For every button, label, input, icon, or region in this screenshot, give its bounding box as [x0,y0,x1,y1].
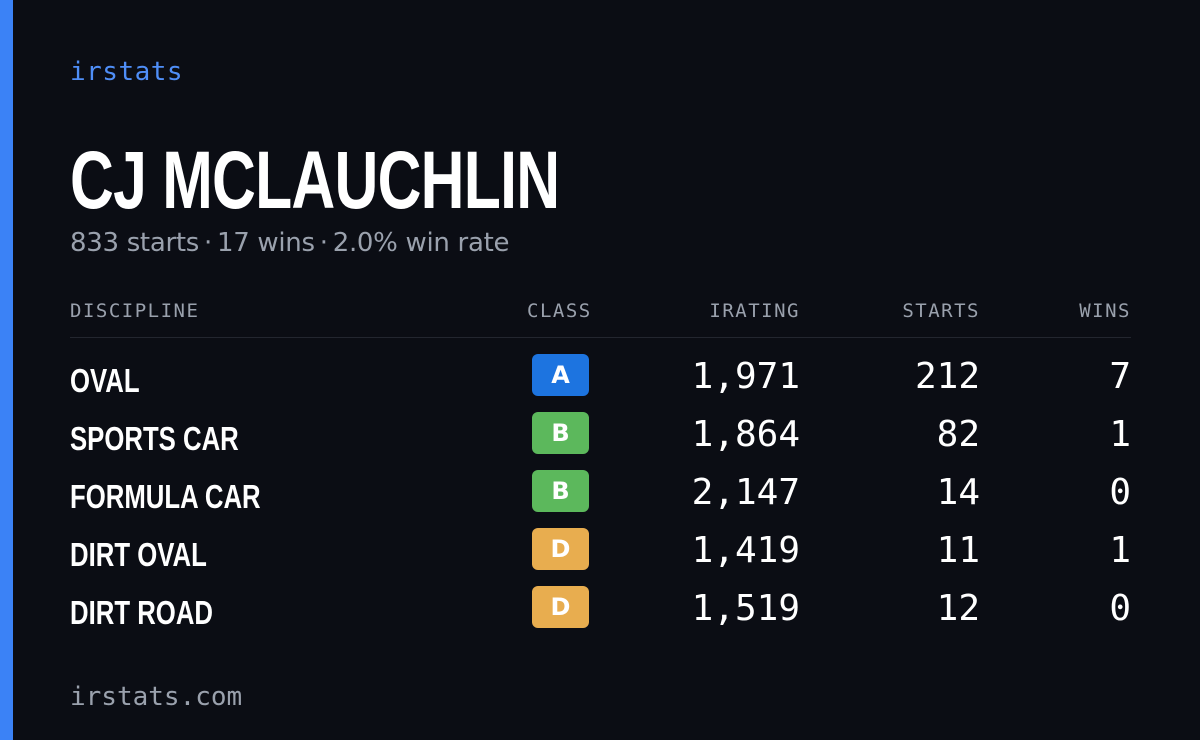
row-starts: 12 [936,588,980,629]
accent-bar [0,0,13,740]
summary-starts: 833 starts [70,228,199,258]
row-irating: 1,519 [691,588,800,629]
class-badge: D [532,528,589,570]
row-discipline: FORMULA CAR [70,478,261,515]
row-starts: 11 [936,530,980,571]
driver-summary: 833 starts · 17 wins · 2.0% win rate [70,228,509,258]
table-row: FORMULA CAR B 2,147 14 0 [70,470,1131,528]
row-discipline: SPORTS CAR [70,420,239,457]
row-discipline: OVAL [70,362,140,399]
table-row: SPORTS CAR B 1,864 82 1 [70,412,1131,470]
row-starts: 212 [914,356,980,397]
row-irating: 1,419 [691,530,800,571]
summary-separator: · [319,228,328,258]
row-starts: 82 [936,414,980,455]
summary-separator: · [204,228,212,258]
header-irating: IRATING [709,300,800,322]
row-irating: 1,864 [691,414,800,455]
driver-name: CJ MCLAUCHLIN [70,135,560,226]
table-row: DIRT OVAL D 1,419 11 1 [70,528,1131,586]
summary-win-rate: 2.0% win rate [332,228,510,258]
row-irating: 1,971 [691,356,800,397]
class-badge: B [532,412,589,454]
table-row: DIRT ROAD D 1,519 12 0 [70,586,1131,644]
class-badge: D [532,586,589,628]
header-discipline: DISCIPLINE [70,300,200,322]
row-discipline: DIRT OVAL [70,536,207,573]
row-wins: 1 [1109,530,1131,571]
row-wins: 0 [1109,472,1131,513]
row-wins: 7 [1109,356,1131,397]
row-starts: 14 [936,472,980,513]
summary-wins: 17 wins [216,228,315,258]
row-wins: 0 [1109,588,1131,629]
table-header: DISCIPLINE CLASS IRATING STARTS WINS [70,300,1131,338]
header-wins: WINS [1079,300,1131,322]
row-irating: 2,147 [691,472,800,513]
brand-logo: irstats [70,57,184,87]
class-badge: A [532,354,589,396]
header-starts: STARTS [902,300,980,322]
header-class: CLASS [527,300,592,322]
class-badge: B [532,470,589,512]
table-row: OVAL A 1,971 212 7 [70,354,1131,412]
footer-url[interactable]: irstats.com [70,682,243,712]
row-discipline: DIRT ROAD [70,594,213,631]
row-wins: 1 [1109,414,1131,455]
